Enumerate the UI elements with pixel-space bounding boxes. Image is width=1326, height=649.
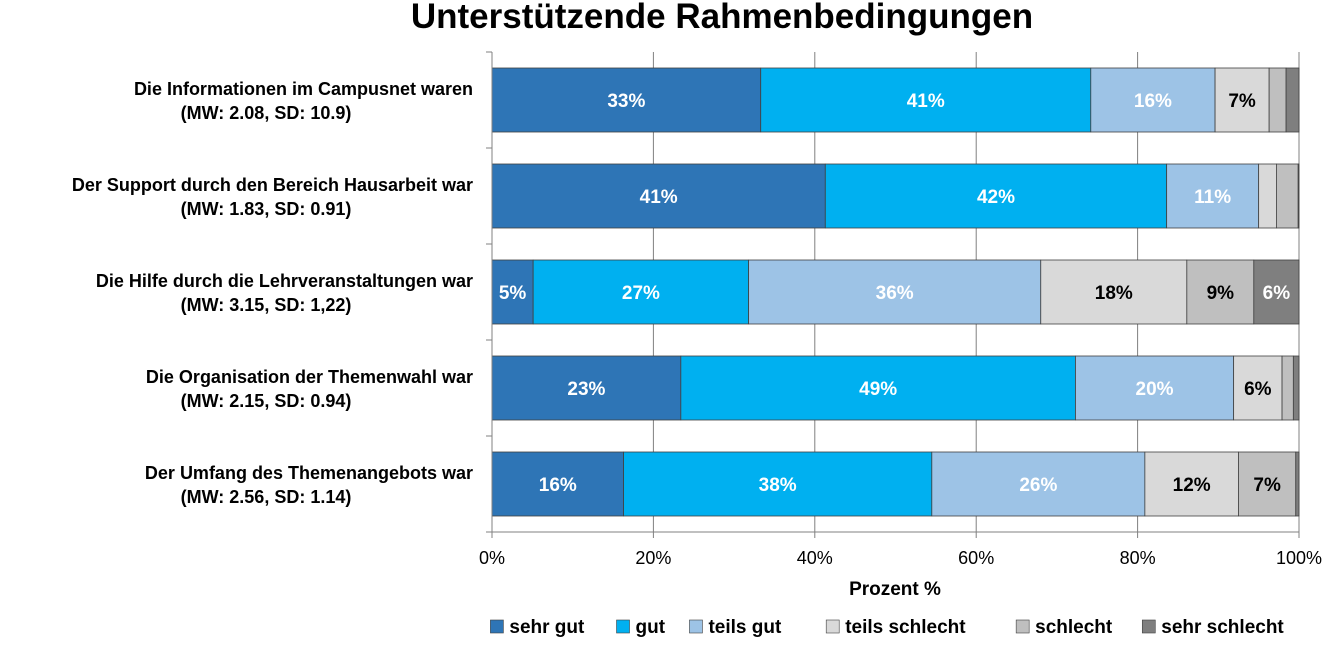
- category-label: Die Organisation der Themenwahl war: [146, 367, 473, 387]
- data-label: 26%: [1019, 475, 1057, 496]
- data-label: 18%: [1095, 283, 1133, 304]
- category-label: Der Support durch den Bereich Hausarbeit…: [72, 175, 473, 195]
- bar-segment: [1040, 259, 1188, 325]
- data-label: 41%: [640, 187, 678, 208]
- category-label: Die Hilfe durch die Lehrveranstaltungen …: [96, 271, 473, 291]
- bar-segment: [491, 355, 682, 421]
- data-label: 16%: [539, 475, 577, 496]
- bar-segment: [1238, 451, 1297, 517]
- legend-label: sehr schlecht: [1161, 617, 1284, 638]
- bar-segment: [1276, 163, 1299, 229]
- legend-label: gut: [636, 617, 666, 638]
- legend-swatch: [1015, 619, 1030, 634]
- data-label: 20%: [1136, 379, 1174, 400]
- bar-segment: [1144, 451, 1239, 517]
- bar-segment: [1285, 67, 1300, 133]
- axes: 0% 20% 40% 60% 80% 100%: [479, 51, 1322, 568]
- x-tick-label: 80%: [1120, 548, 1156, 568]
- legend: sehr gut gut teils gut teils schlecht schlec…: [490, 617, 1284, 638]
- x-tick-label: 60%: [958, 548, 994, 568]
- legend-label: teils schlecht: [845, 617, 966, 638]
- category-stats: (MW: 1.83, SD: 0.91): [181, 199, 352, 219]
- bar-segment: [1292, 355, 1300, 421]
- data-label: 6%: [1263, 283, 1291, 304]
- bar-segment: [1258, 163, 1277, 229]
- legend-swatch: [616, 619, 630, 634]
- legend-label: schlecht: [1035, 617, 1113, 638]
- bar-segment: [1295, 451, 1300, 517]
- data-label: 42%: [977, 187, 1015, 208]
- data-label: 12%: [1173, 475, 1211, 496]
- legend-swatch: [490, 619, 504, 634]
- x-tick-label: 20%: [635, 548, 671, 568]
- x-tick-label: 0%: [479, 548, 505, 568]
- x-tick-label: 40%: [797, 548, 833, 568]
- data-label: 11%: [1194, 187, 1231, 208]
- bar-segment: [931, 451, 1146, 517]
- data-label: 38%: [759, 475, 797, 496]
- bar-segment: [491, 163, 826, 229]
- category-labels: Die Informationen im Campusnet waren (MW:…: [72, 79, 473, 507]
- bar-segment: [680, 355, 1076, 421]
- data-label: 6%: [1244, 379, 1272, 400]
- data-label: 23%: [567, 379, 605, 400]
- bar-segment: [491, 451, 624, 517]
- legend-swatch: [1141, 619, 1156, 634]
- data-label: 7%: [1253, 475, 1281, 496]
- bar-segment: [1214, 67, 1270, 133]
- bar-segment: [760, 67, 1092, 133]
- bar-segment: [1268, 67, 1287, 133]
- data-label: 36%: [876, 283, 914, 304]
- x-tick-label: 100%: [1276, 548, 1322, 568]
- data-label: 16%: [1134, 91, 1172, 112]
- data-label: 41%: [907, 91, 945, 112]
- bar-segment: [748, 259, 1042, 325]
- legend-label: teils gut: [708, 617, 782, 638]
- x-axis-title: Prozent %: [849, 579, 941, 600]
- category-label: Die Informationen im Campusnet waren: [134, 79, 473, 99]
- bar-segment: [1281, 355, 1294, 421]
- bar-segment: [491, 67, 762, 133]
- bar-segment: [532, 259, 750, 325]
- bar-segment: [1233, 355, 1283, 421]
- category-stats: (MW: 3.15, SD: 1,22): [181, 295, 352, 315]
- category-stats: (MW: 2.15, SD: 0.94): [181, 391, 352, 411]
- data-label: 7%: [1228, 91, 1256, 112]
- data-label: 33%: [607, 91, 645, 112]
- legend-swatch: [689, 619, 703, 634]
- bar-segment: [1090, 67, 1216, 133]
- legend-label: sehr gut: [509, 617, 585, 638]
- data-label: 27%: [622, 283, 660, 304]
- data-label: 49%: [859, 379, 897, 400]
- category-stats: (MW: 2.08, SD: 10.9): [181, 103, 352, 123]
- bar-segment: [1075, 355, 1235, 421]
- category-label: Der Umfang des Themenangebots war: [145, 463, 473, 483]
- data-label: 9%: [1207, 283, 1235, 304]
- bar-segment: [1297, 163, 1300, 229]
- category-stats: (MW: 2.56, SD: 1.14): [181, 487, 352, 507]
- chart-title: Unterstützende Rahmenbedingungen: [411, 0, 1033, 36]
- data-label: 5%: [499, 283, 527, 304]
- legend-swatch: [825, 619, 840, 634]
- bar-segment: [1166, 163, 1260, 229]
- bar-segment: [623, 451, 933, 517]
- bars: 33% 41% 16% 7% 41% 42% 11% 5% 27% 36% 18% 9% 6% 23% 49…: [491, 67, 1300, 517]
- bar-segment: [824, 163, 1168, 229]
- bar-segment: [1253, 259, 1300, 325]
